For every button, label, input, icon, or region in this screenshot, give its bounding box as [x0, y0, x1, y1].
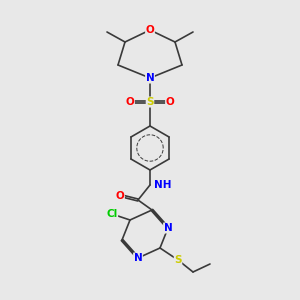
- Text: O: O: [166, 97, 174, 107]
- Text: S: S: [146, 97, 154, 107]
- Text: NH: NH: [154, 180, 172, 190]
- Text: N: N: [164, 223, 172, 233]
- Text: O: O: [116, 191, 124, 201]
- Text: O: O: [146, 25, 154, 35]
- Text: S: S: [174, 255, 182, 265]
- Text: N: N: [146, 73, 154, 83]
- Text: N: N: [134, 253, 142, 263]
- Text: Cl: Cl: [106, 209, 118, 219]
- Text: O: O: [126, 97, 134, 107]
